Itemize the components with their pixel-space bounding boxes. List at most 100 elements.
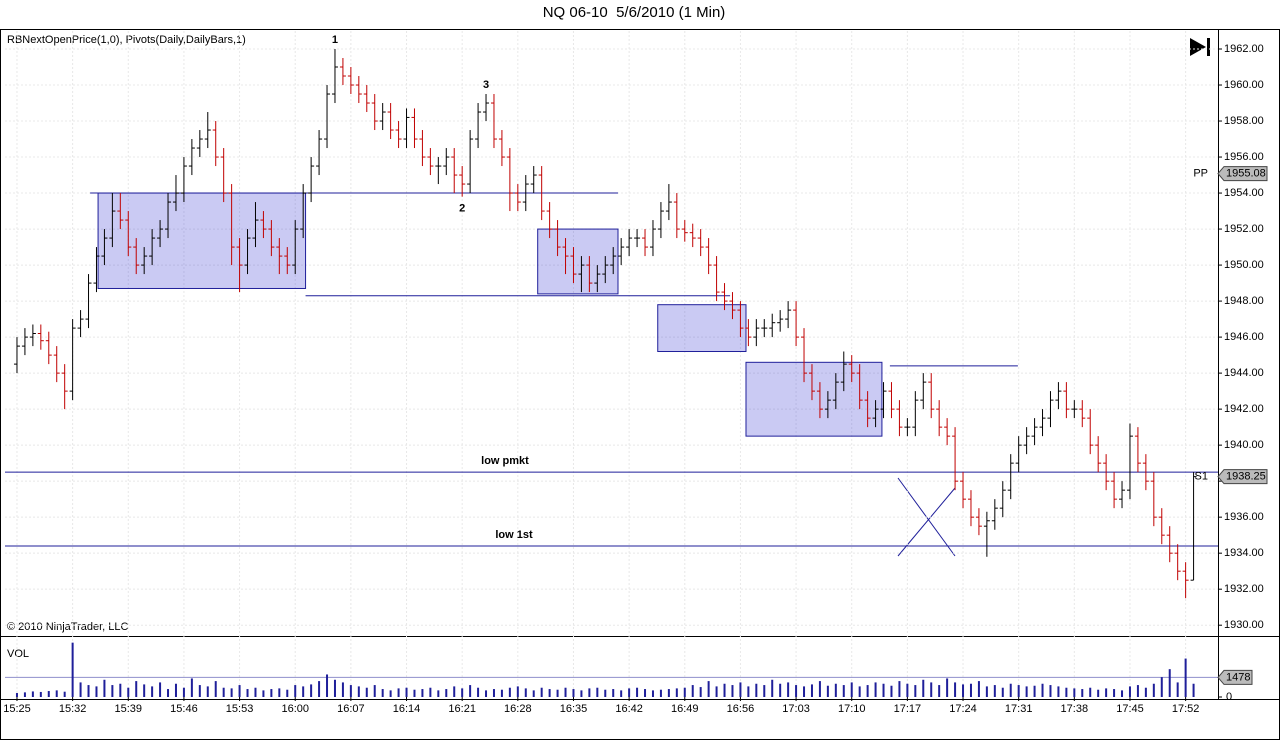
- play-icon[interactable]: [1190, 38, 1210, 56]
- price-bar: [801, 328, 808, 383]
- price-bar: [1071, 400, 1078, 419]
- volume-bar: [548, 689, 551, 697]
- volume-bar: [1128, 686, 1131, 697]
- price-bar: [157, 220, 164, 248]
- price-bar: [395, 121, 402, 149]
- volume-bar: [421, 689, 424, 697]
- price-bar: [649, 220, 656, 257]
- volume-bar: [930, 682, 933, 697]
- volume-bar: [405, 687, 408, 697]
- price-bar: [562, 238, 569, 275]
- volume-bar: [1065, 687, 1068, 697]
- volume-bar: [1097, 689, 1100, 697]
- volume-bar: [842, 685, 845, 697]
- wave-label: 3: [483, 79, 489, 91]
- price-bar: [785, 301, 792, 329]
- price-bar: [475, 103, 482, 149]
- price-bar: [578, 256, 585, 293]
- price-bar: [1015, 436, 1022, 473]
- volume-bar: [151, 686, 154, 697]
- volume-bar: [723, 683, 726, 697]
- volume-bar: [349, 685, 352, 697]
- wave-label: 2: [459, 203, 465, 215]
- volume-bar: [572, 689, 575, 697]
- price-bar: [69, 319, 76, 401]
- price-bar: [77, 310, 84, 338]
- volume-bar: [731, 685, 734, 697]
- price-bar: [451, 148, 458, 194]
- x-tick-label: 16:07: [337, 703, 365, 715]
- volume-tick-label: 0: [1226, 691, 1232, 703]
- volume-bar: [1176, 682, 1179, 697]
- volume-bar: [906, 683, 909, 697]
- y-tick-label: 1950.00: [1224, 259, 1264, 271]
- volume-bar: [222, 687, 225, 697]
- y-tick-label: 1934.00: [1224, 547, 1264, 559]
- y-tick-label: 1940.00: [1224, 439, 1264, 451]
- price-bar: [85, 274, 92, 329]
- price-bar: [737, 301, 744, 338]
- volume-bar: [954, 682, 957, 697]
- price-bar: [514, 184, 521, 212]
- volume-bar: [1152, 683, 1155, 697]
- price-bar: [93, 247, 100, 293]
- y-tick-label: 1946.00: [1224, 331, 1264, 343]
- price-bar: [483, 94, 490, 122]
- price-bar: [1150, 472, 1157, 527]
- price-bar: [967, 490, 974, 527]
- volume-bar: [508, 687, 511, 697]
- volume-bar: [286, 689, 289, 697]
- price-bar: [872, 400, 879, 428]
- volume-bar: [644, 689, 647, 697]
- volume-bar: [294, 685, 297, 697]
- volume-bar: [524, 688, 527, 697]
- volume-bar: [485, 690, 488, 697]
- price-bar: [419, 130, 426, 167]
- price-bar: [117, 193, 124, 230]
- volume-bar: [373, 685, 376, 697]
- price-bar: [53, 346, 60, 383]
- price-bar: [300, 184, 307, 239]
- price-bar: [29, 324, 36, 347]
- price-bar: [21, 328, 28, 356]
- volume-bar: [803, 686, 806, 697]
- price-bar: [745, 319, 752, 347]
- price-bar: [61, 364, 68, 410]
- price-bar: [705, 238, 712, 275]
- volume-bar: [1121, 690, 1124, 697]
- volume-bar: [1009, 683, 1012, 697]
- price-bar: [1103, 454, 1110, 491]
- volume-bar: [15, 693, 18, 697]
- volume-bar: [858, 686, 861, 697]
- price-bar: [697, 229, 704, 257]
- volume-bar: [326, 674, 329, 697]
- price-bar: [125, 211, 132, 257]
- price-bar: [936, 400, 943, 437]
- price-bar: [387, 103, 394, 140]
- volume-bar: [389, 690, 392, 697]
- volume-bar: [787, 682, 790, 697]
- volume-bar: [87, 685, 90, 697]
- price-bar: [1182, 562, 1189, 599]
- volume-bar: [818, 681, 821, 697]
- volume-bar: [357, 686, 360, 697]
- x-tick-label: 17:38: [1061, 703, 1089, 715]
- x-tick-label: 17:10: [838, 703, 866, 715]
- price-bar: [864, 391, 871, 428]
- volume-bar: [135, 681, 138, 697]
- volume-bar: [739, 682, 742, 697]
- volume-bar: [143, 684, 146, 697]
- volume-bar: [437, 690, 440, 697]
- price-bar: [196, 130, 203, 158]
- price-bar: [1063, 382, 1070, 419]
- volume-bar: [198, 685, 201, 697]
- volume-bar: [993, 685, 996, 697]
- volume-bar: [516, 686, 519, 697]
- price-bar: [109, 193, 116, 248]
- volume-bar: [111, 685, 114, 697]
- price-bar: [586, 256, 593, 293]
- copyright: © 2010 NinjaTrader, LLC: [7, 621, 128, 633]
- volume-bar: [1192, 683, 1195, 697]
- volume-bar: [477, 687, 480, 697]
